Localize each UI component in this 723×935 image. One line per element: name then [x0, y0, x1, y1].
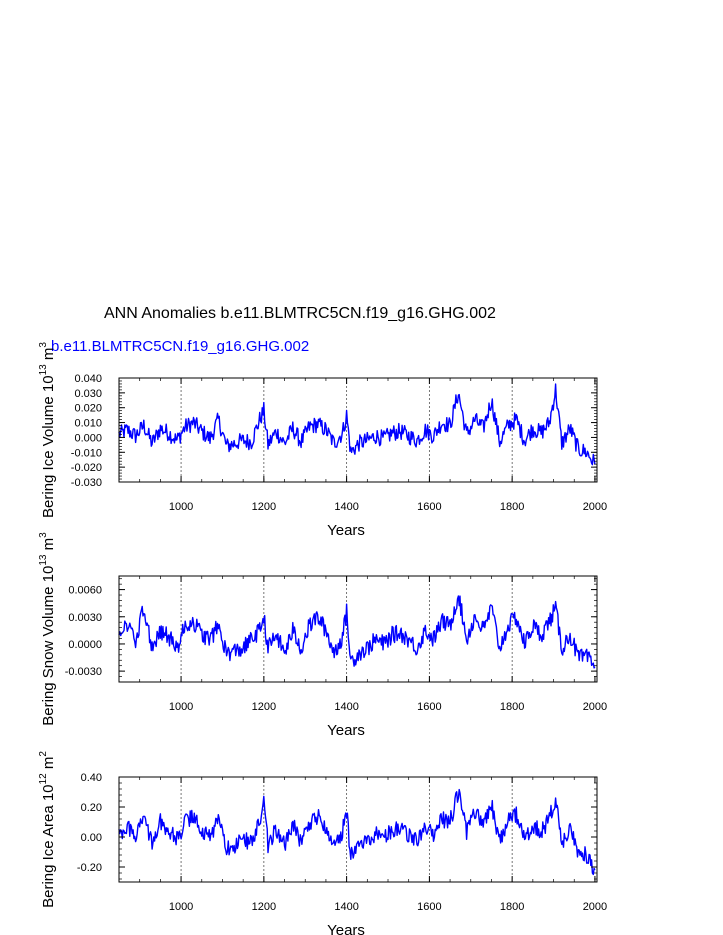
x-axis-label: Years — [327, 722, 365, 739]
y-tick-label: -0.030 — [71, 477, 102, 489]
plot-frame — [118, 575, 598, 683]
y-axis-label-part: 13 — [38, 554, 49, 566]
x-tick-label: 1400 — [334, 901, 358, 913]
x-tick-label: 1200 — [252, 901, 276, 913]
y-axis-label-part: 3 — [38, 532, 49, 538]
series-line — [118, 788, 596, 876]
y-tick-label: 0.000 — [74, 432, 102, 444]
y-axis-label-part: Bering Ice Volume 10 — [40, 375, 57, 518]
x-tick-label: 1600 — [417, 501, 441, 513]
x-tick-label: 1600 — [417, 701, 441, 713]
panel-1: -0.030 -0.020 -0.010 0.000 0.010 0.020 0.030 0.… — [38, 342, 607, 539]
y-tick-label: -0.20 — [77, 862, 102, 874]
x-axis-label: Years — [327, 922, 365, 935]
plot-frame — [118, 776, 598, 883]
x-tick-label: 1000 — [169, 501, 193, 513]
x-tick-label: 1800 — [500, 501, 524, 513]
y-axis-label-part: Bering Snow Volume 10 — [40, 566, 57, 726]
y-tick-label: 0.010 — [74, 418, 102, 430]
case-legend-label: b.e11.BLMTRC5CN.f19_g16.GHG.002 — [51, 338, 310, 355]
y-axis-label-part: m — [40, 538, 57, 555]
x-tick-label: 2000 — [583, 501, 607, 513]
y-axis-label: Bering Ice Area 1012 m2 — [38, 751, 57, 908]
chart-title: ANN Anomalies b.e11.BLMTRC5CN.f19_g16.GH… — [104, 305, 496, 322]
y-tick-label: 0.020 — [74, 403, 102, 415]
x-tick-label: 1200 — [252, 501, 276, 513]
x-tick-label: 1400 — [334, 501, 358, 513]
y-tick-label: 0.0000 — [68, 639, 102, 651]
y-axis-label-part: m — [40, 757, 57, 774]
panel-2: -0.0030 0.0000 0.0030 0.0060 1000 1200 1400 160… — [38, 532, 607, 739]
y-tick-label: -0.0030 — [65, 666, 102, 678]
x-tick-label: 1000 — [169, 901, 193, 913]
y-axis-label-part: m — [40, 348, 57, 365]
x-tick-label: 1400 — [334, 701, 358, 713]
x-tick-label: 2000 — [583, 901, 607, 913]
x-tick-label: 1600 — [417, 901, 441, 913]
plot-frame — [118, 377, 598, 483]
panel-3: -0.20 0.00 0.20 0.40 1000 1200 1400 1600 1800 200… — [38, 751, 607, 935]
y-tick-label: 0.0060 — [68, 585, 102, 597]
y-axis-label-part: 13 — [38, 364, 49, 376]
series-line — [118, 595, 596, 669]
y-tick-label: 0.40 — [81, 772, 102, 784]
y-axis-label: Bering Ice Volume 1013 m3 — [38, 342, 57, 518]
y-axis-label-part: 2 — [38, 751, 49, 757]
y-tick-label: -0.020 — [71, 462, 102, 474]
y-tick-label: 0.00 — [81, 832, 102, 844]
x-tick-label: 1000 — [169, 701, 193, 713]
y-axis-label-part: 12 — [38, 773, 49, 785]
x-axis-label: Years — [327, 522, 365, 539]
x-tick-label: 1800 — [500, 701, 524, 713]
y-tick-label: 0.0030 — [68, 612, 102, 624]
y-tick-label: 0.030 — [74, 388, 102, 400]
y-tick-label: 0.20 — [81, 802, 102, 814]
x-tick-label: 1200 — [252, 701, 276, 713]
x-tick-label: 2000 — [583, 701, 607, 713]
y-axis-label-part: 3 — [38, 342, 49, 348]
y-tick-label: 0.040 — [74, 373, 102, 385]
y-tick-label: -0.010 — [71, 447, 102, 459]
x-tick-label: 1800 — [500, 901, 524, 913]
y-axis-label: Bering Snow Volume 1013 m3 — [38, 532, 57, 726]
series-line — [118, 383, 596, 466]
y-axis-label-part: Bering Ice Area 10 — [40, 784, 57, 907]
